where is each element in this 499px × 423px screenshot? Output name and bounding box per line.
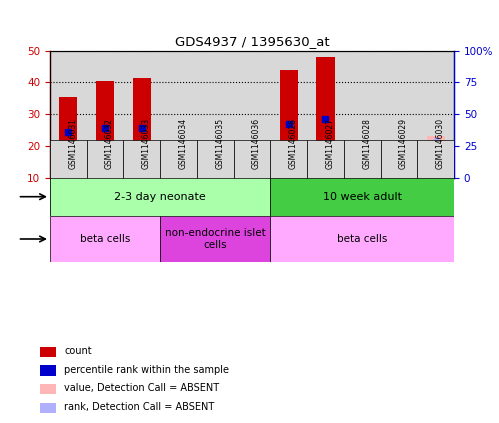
Bar: [417, 51, 454, 178]
Text: 10 week adult: 10 week adult: [323, 192, 402, 202]
Text: beta cells: beta cells: [337, 234, 387, 244]
Bar: [40, 365, 56, 376]
Bar: [133, 78, 151, 178]
Bar: [270, 51, 307, 178]
Text: GSM1146031: GSM1146031: [68, 118, 77, 169]
FancyBboxPatch shape: [197, 140, 234, 216]
Bar: [206, 176, 225, 178]
Bar: [59, 97, 77, 178]
Bar: [234, 51, 270, 178]
FancyBboxPatch shape: [50, 140, 87, 216]
Bar: [160, 51, 197, 178]
Text: GSM1146036: GSM1146036: [252, 118, 261, 169]
Text: rank, Detection Call = ABSENT: rank, Detection Call = ABSENT: [64, 402, 215, 412]
Text: GSM1146033: GSM1146033: [142, 118, 151, 169]
Text: GSM1146034: GSM1146034: [179, 118, 188, 169]
Bar: [50, 51, 87, 178]
Bar: [344, 51, 381, 178]
Bar: [427, 136, 445, 178]
Bar: [197, 51, 234, 178]
Text: value, Detection Call = ABSENT: value, Detection Call = ABSENT: [64, 383, 219, 393]
FancyBboxPatch shape: [270, 216, 454, 262]
Bar: [381, 51, 417, 178]
FancyBboxPatch shape: [50, 216, 160, 262]
Text: GSM1146032: GSM1146032: [105, 118, 114, 169]
FancyBboxPatch shape: [270, 140, 307, 216]
Text: beta cells: beta cells: [80, 234, 130, 244]
Text: GSM1146030: GSM1146030: [436, 118, 445, 169]
Bar: [279, 70, 298, 178]
Bar: [316, 57, 335, 178]
FancyBboxPatch shape: [270, 178, 454, 216]
Bar: [87, 51, 123, 178]
Bar: [353, 144, 371, 178]
Bar: [307, 51, 344, 178]
Text: GSM1146027: GSM1146027: [325, 118, 334, 169]
Text: GSM1146035: GSM1146035: [215, 118, 224, 169]
FancyBboxPatch shape: [87, 140, 123, 216]
FancyBboxPatch shape: [123, 140, 160, 216]
FancyBboxPatch shape: [160, 216, 270, 262]
FancyBboxPatch shape: [50, 178, 270, 216]
Bar: [169, 151, 188, 178]
Text: non-endocrine islet
cells: non-endocrine islet cells: [165, 228, 265, 250]
Bar: [40, 384, 56, 394]
FancyBboxPatch shape: [307, 140, 344, 216]
Bar: [40, 403, 56, 413]
Bar: [243, 151, 261, 178]
FancyBboxPatch shape: [160, 140, 197, 216]
Bar: [390, 144, 408, 178]
Bar: [96, 81, 114, 178]
Text: GSM1146026: GSM1146026: [289, 118, 298, 169]
Text: count: count: [64, 346, 92, 356]
Text: GSM1146028: GSM1146028: [362, 118, 371, 169]
FancyBboxPatch shape: [344, 140, 381, 216]
Bar: [40, 347, 56, 357]
FancyBboxPatch shape: [381, 140, 417, 216]
Bar: [123, 51, 160, 178]
Text: percentile rank within the sample: percentile rank within the sample: [64, 365, 229, 375]
Text: GSM1146029: GSM1146029: [399, 118, 408, 169]
Text: 2-3 day neonate: 2-3 day neonate: [114, 192, 206, 202]
Title: GDS4937 / 1395630_at: GDS4937 / 1395630_at: [175, 35, 329, 48]
FancyBboxPatch shape: [234, 140, 270, 216]
FancyBboxPatch shape: [417, 140, 454, 216]
